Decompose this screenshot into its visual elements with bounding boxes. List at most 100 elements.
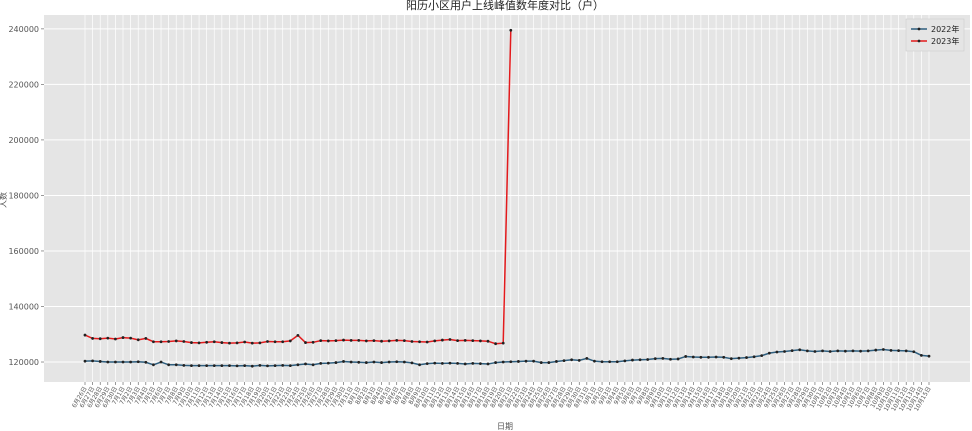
legend-label: 2022年 xyxy=(931,24,959,34)
y-tick-label: 220000 xyxy=(8,80,39,89)
data-point xyxy=(326,339,330,343)
data-point xyxy=(296,363,300,367)
data-point xyxy=(859,349,862,353)
data-point xyxy=(342,360,345,363)
data-point xyxy=(235,364,239,368)
data-point xyxy=(319,362,323,365)
data-point xyxy=(197,341,201,345)
data-point xyxy=(349,360,353,364)
data-point xyxy=(912,350,916,354)
y-tick-label: 140000 xyxy=(8,302,39,311)
data-point xyxy=(114,337,117,341)
data-point xyxy=(220,364,224,368)
data-point xyxy=(570,358,574,362)
data-point xyxy=(760,354,764,358)
data-point xyxy=(319,339,323,343)
data-point xyxy=(205,340,209,344)
data-point xyxy=(349,338,353,342)
data-point xyxy=(357,338,361,342)
data-point xyxy=(555,360,558,363)
legend-box xyxy=(905,18,965,52)
data-point xyxy=(897,349,900,353)
data-point xyxy=(828,350,832,353)
data-point xyxy=(585,357,589,360)
data-point xyxy=(547,361,551,364)
data-point xyxy=(745,356,748,359)
data-point xyxy=(228,341,231,345)
data-point xyxy=(805,349,809,353)
data-point xyxy=(342,338,345,342)
data-point xyxy=(243,340,247,344)
data-point xyxy=(456,362,459,365)
data-point xyxy=(311,363,315,367)
data-point xyxy=(714,355,718,359)
data-point xyxy=(532,359,536,363)
data-point xyxy=(440,338,444,342)
data-point xyxy=(866,349,870,353)
data-point xyxy=(144,337,148,340)
data-point xyxy=(235,341,239,345)
data-point xyxy=(418,363,421,367)
data-point xyxy=(152,340,155,344)
data-point xyxy=(311,340,315,344)
data-point xyxy=(91,359,95,363)
data-point xyxy=(83,333,87,337)
data-point xyxy=(471,339,475,343)
data-point xyxy=(380,361,383,364)
data-point xyxy=(509,360,513,364)
data-point xyxy=(288,364,292,368)
data-point xyxy=(676,357,680,361)
data-point xyxy=(448,338,452,341)
data-point xyxy=(334,361,338,364)
data-point xyxy=(182,363,186,367)
data-point xyxy=(83,359,87,363)
data-point xyxy=(919,353,923,357)
data-point xyxy=(821,349,824,353)
data-point xyxy=(380,339,383,343)
data-point xyxy=(250,364,254,368)
data-point xyxy=(205,364,209,368)
data-point xyxy=(608,360,612,364)
data-point xyxy=(813,350,817,353)
data-point xyxy=(486,339,490,343)
data-point xyxy=(790,349,794,353)
data-point xyxy=(220,341,224,344)
data-point xyxy=(638,358,642,362)
data-point xyxy=(752,355,756,359)
data-point xyxy=(517,360,520,363)
data-point xyxy=(707,355,710,359)
data-point xyxy=(281,363,285,367)
data-point xyxy=(562,359,566,363)
series-line xyxy=(84,348,930,367)
data-point xyxy=(106,360,110,364)
data-point xyxy=(494,361,497,364)
data-point xyxy=(258,363,262,367)
data-point xyxy=(266,364,269,368)
data-point xyxy=(273,340,277,344)
data-point xyxy=(539,361,543,364)
data-point xyxy=(304,362,307,366)
x-axis-label: 日期 xyxy=(497,422,513,431)
data-point xyxy=(372,360,376,364)
data-point xyxy=(501,360,505,364)
data-point xyxy=(129,336,133,340)
data-point xyxy=(767,351,771,355)
data-point xyxy=(448,361,452,365)
data-point xyxy=(494,342,497,346)
data-point xyxy=(387,360,391,364)
data-point xyxy=(357,360,361,364)
data-point xyxy=(440,362,444,365)
data-point xyxy=(387,339,391,343)
data-point xyxy=(699,355,703,359)
chart-title: 阳历小区用户上线峰值数年度对比（户） xyxy=(406,0,604,12)
y-tick-label: 120000 xyxy=(8,358,39,367)
data-point xyxy=(334,339,338,343)
data-point xyxy=(889,348,893,352)
legend-label: 2023年 xyxy=(931,36,959,46)
data-point xyxy=(266,340,269,343)
data-point xyxy=(737,356,741,360)
data-point xyxy=(471,362,475,365)
data-point xyxy=(402,339,406,343)
data-point xyxy=(167,363,171,367)
